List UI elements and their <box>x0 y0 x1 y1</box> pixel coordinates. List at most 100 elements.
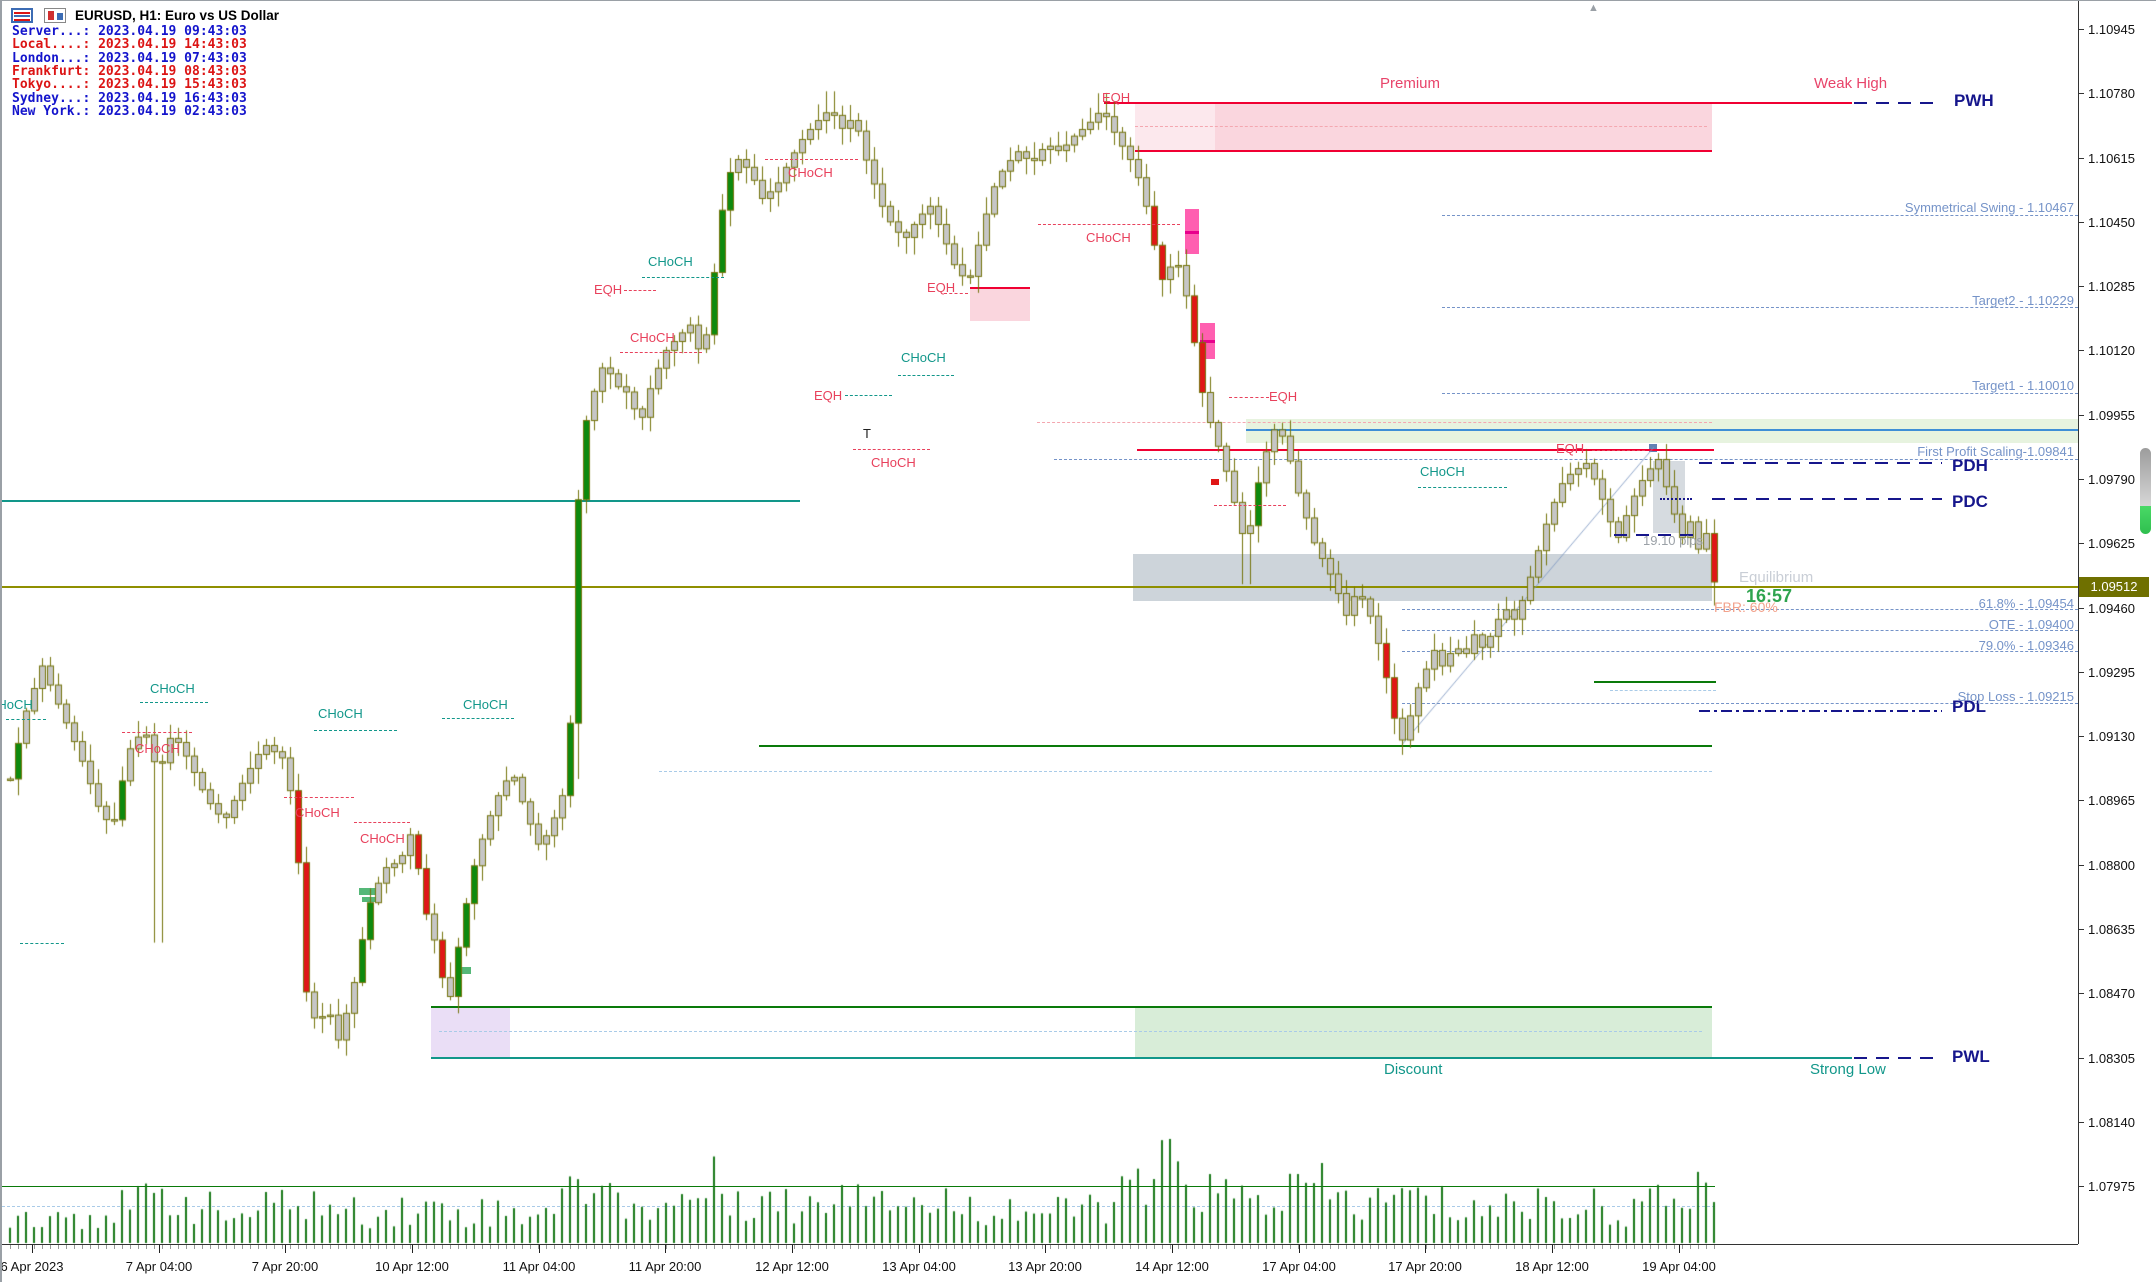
structure-mark <box>765 158 858 160</box>
time-minor-tick <box>402 1245 403 1249</box>
time-minor-tick <box>490 1245 491 1249</box>
time-minor-tick <box>1010 1245 1011 1249</box>
time-tick-label: 19 Apr 04:00 <box>1642 1259 1716 1274</box>
time-minor-tick <box>1474 1245 1475 1249</box>
price-tick-mark <box>2078 993 2084 995</box>
time-minor-tick <box>410 1245 411 1249</box>
eqh-label: EQH <box>1269 389 1298 404</box>
scale-slider-track[interactable] <box>2140 448 2151 506</box>
eqh-label: EQH <box>1556 441 1585 456</box>
time-minor-tick <box>818 1245 819 1249</box>
time-minor-tick <box>26 1245 27 1249</box>
time-minor-tick <box>1282 1245 1283 1249</box>
time-minor-tick <box>242 1245 243 1249</box>
time-minor-tick <box>1266 1245 1267 1249</box>
choch-label: CHoCH <box>630 330 675 345</box>
time-minor-tick <box>474 1245 475 1249</box>
time-minor-tick <box>1090 1245 1091 1249</box>
price-tick-label: 1.08470 <box>2088 986 2135 1002</box>
time-minor-tick <box>122 1245 123 1249</box>
nav-label-pwl: PWL <box>1952 1047 1990 1066</box>
time-minor-tick <box>1002 1245 1003 1249</box>
chart-symbol-icon[interactable] <box>44 8 66 23</box>
time-minor-tick <box>682 1245 683 1249</box>
time-minor-tick <box>1274 1245 1275 1249</box>
time-minor-tick <box>1058 1245 1059 1249</box>
time-minor-tick <box>330 1245 331 1249</box>
time-minor-tick <box>930 1245 931 1249</box>
time-minor-tick <box>954 1245 955 1249</box>
price-axis-separator <box>2078 1 2079 1244</box>
time-minor-tick <box>698 1245 699 1249</box>
price-tick-label: 1.07975 <box>2088 1179 2135 1195</box>
price-tick-mark <box>2078 1121 2084 1123</box>
structure-mark <box>442 717 514 719</box>
time-minor-tick <box>738 1245 739 1249</box>
time-minor-tick <box>906 1245 907 1249</box>
time-minor-tick <box>1258 1245 1259 1249</box>
time-minor-tick <box>1122 1245 1123 1249</box>
session-row: New York.: 2023.04.19 02:43:03 <box>12 103 247 119</box>
structure-mark <box>1660 497 1692 500</box>
time-minor-tick <box>1066 1245 1067 1249</box>
time-minor-tick <box>1322 1245 1323 1249</box>
time-minor-tick <box>786 1245 787 1249</box>
time-minor-tick <box>1370 1245 1371 1249</box>
choch-label: CHoCH <box>318 706 363 721</box>
time-minor-tick <box>938 1245 939 1249</box>
price-tick-label: 1.09130 <box>2088 729 2135 745</box>
time-tick-label: 12 Apr 12:00 <box>755 1259 829 1274</box>
time-minor-tick <box>1418 1245 1419 1249</box>
price-tick-label: 1.09460 <box>2088 600 2135 616</box>
time-tick-label: 7 Apr 20:00 <box>251 1259 319 1274</box>
time-major-tick <box>539 1245 540 1253</box>
time-minor-tick <box>114 1245 115 1249</box>
time-minor-tick <box>1546 1245 1547 1249</box>
time-minor-tick <box>1658 1245 1659 1249</box>
level-label: Target1 - 1.10010 <box>1972 378 2074 393</box>
time-minor-tick <box>658 1245 659 1249</box>
time-minor-tick <box>594 1245 595 1249</box>
premium-zone-label: Premium <box>1380 75 1441 92</box>
time-minor-tick <box>1562 1245 1563 1249</box>
structure-mark <box>6 718 46 720</box>
scroll-up-icon[interactable]: ▲ <box>1588 2 1599 14</box>
time-tick-label: 17 Apr 20:00 <box>1388 1259 1462 1274</box>
time-minor-tick <box>666 1245 667 1249</box>
time-minor-tick <box>794 1245 795 1249</box>
time-minor-tick <box>354 1245 355 1249</box>
indicator-list-icon[interactable] <box>11 8 33 23</box>
time-minor-tick <box>1042 1245 1043 1249</box>
time-tick-label: 17 Apr 04:00 <box>1262 1259 1336 1274</box>
scale-slider-thumb[interactable] <box>2140 506 2151 534</box>
level-label: Stop Loss - 1.09215 <box>1957 689 2074 704</box>
time-major-tick <box>285 1245 286 1253</box>
time-minor-tick <box>146 1245 147 1249</box>
structure-mark <box>1418 486 1507 488</box>
time-minor-tick <box>1538 1245 1539 1249</box>
time-minor-tick <box>882 1245 883 1249</box>
time-minor-tick <box>874 1245 875 1249</box>
time-minor-tick <box>362 1245 363 1249</box>
time-minor-tick <box>634 1245 635 1249</box>
eqh-label: EQH <box>814 388 843 403</box>
time-major-tick <box>1679 1245 1680 1253</box>
time-minor-tick <box>754 1245 755 1249</box>
time-minor-tick <box>1130 1245 1131 1249</box>
price-tick-mark <box>2078 414 2084 416</box>
price-tick-mark <box>2078 543 2084 545</box>
time-major-tick <box>919 1245 920 1253</box>
price-tick-label: 1.08140 <box>2088 1114 2135 1130</box>
time-minor-tick <box>810 1245 811 1249</box>
price-tick-mark <box>2078 1186 2084 1188</box>
session-row: London...: 2023.04.19 07:43:03 <box>12 50 247 66</box>
choch-label: CHoCH <box>360 831 405 846</box>
choch-label: CHoCH <box>2 697 33 712</box>
price-chart-canvas[interactable] <box>2 1 2078 1244</box>
time-minor-tick <box>722 1245 723 1249</box>
eqh-label: EQH <box>927 280 956 295</box>
strong-low-label: Strong Low <box>1810 1061 1886 1078</box>
time-minor-tick <box>610 1245 611 1249</box>
